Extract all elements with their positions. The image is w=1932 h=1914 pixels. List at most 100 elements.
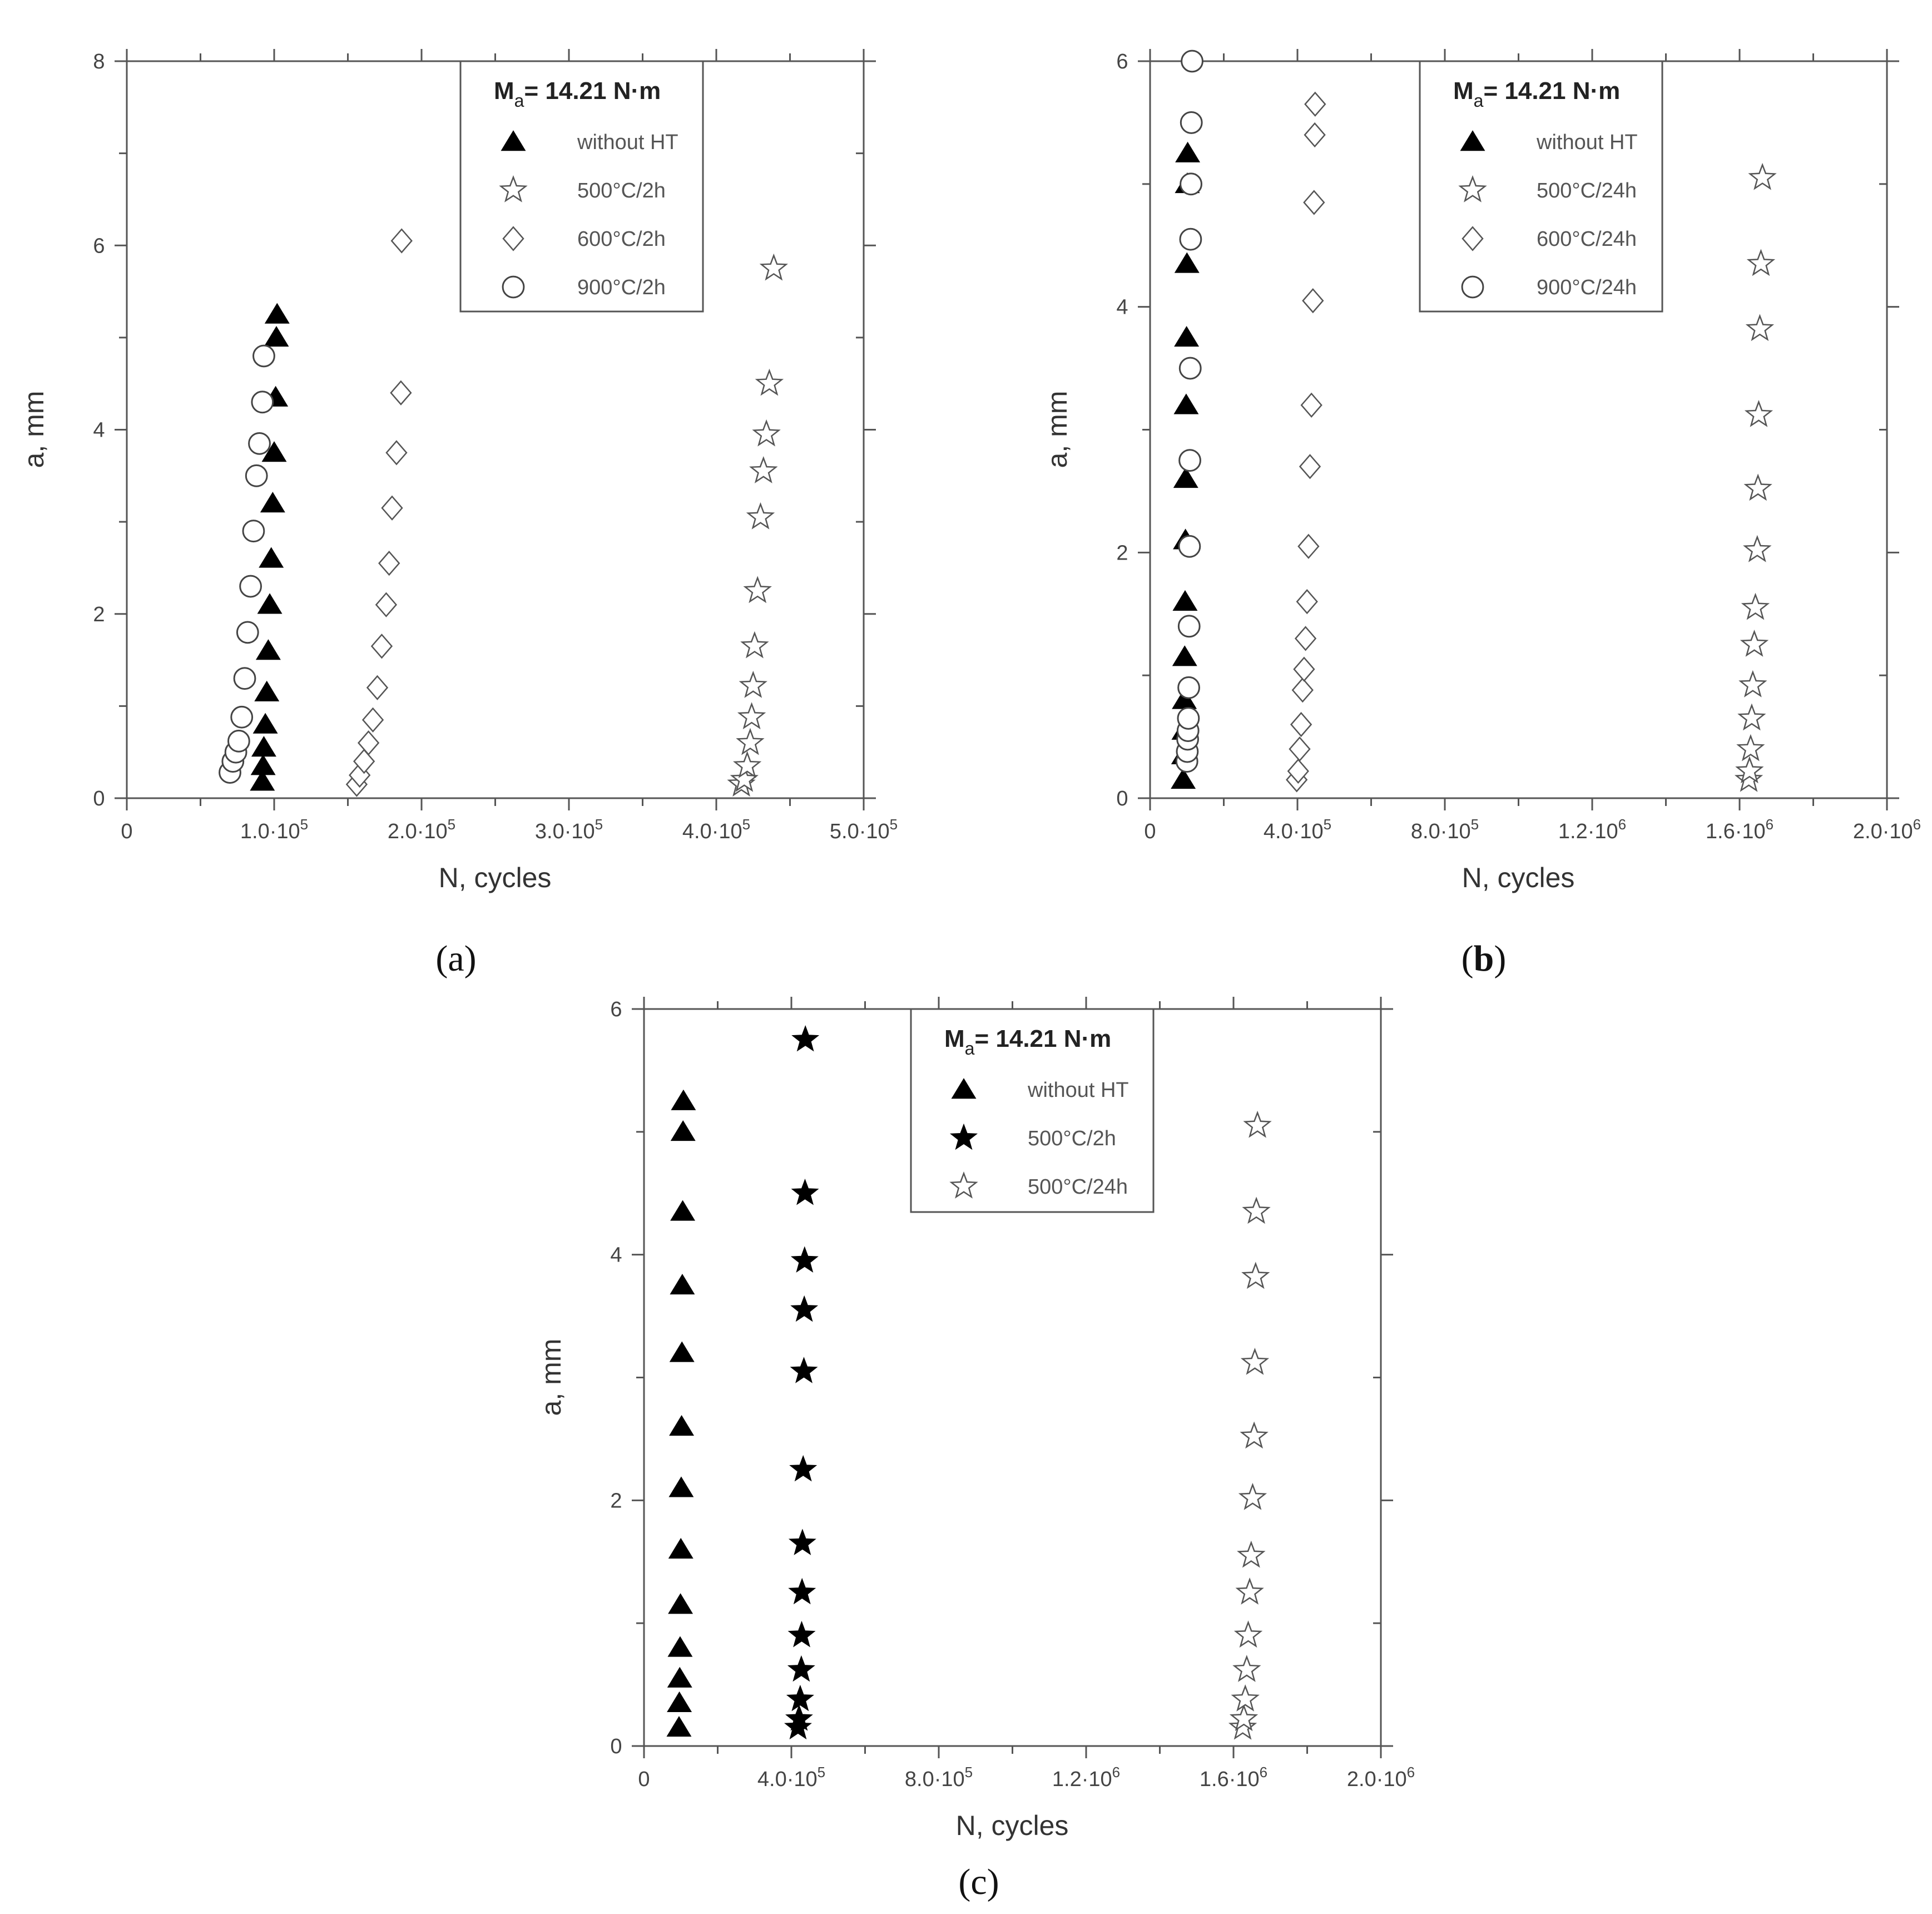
- data-point: [670, 1274, 695, 1295]
- legend-marker: [949, 1123, 978, 1150]
- data-point: [668, 1593, 693, 1614]
- x-tick-label-exponent: 6: [1407, 1764, 1415, 1781]
- x-tick-label: 1.2·106: [1052, 1764, 1120, 1791]
- y-tick-label: 6: [93, 234, 105, 258]
- data-point: [381, 495, 403, 521]
- legend-marker: [949, 1171, 978, 1199]
- x-tick-label-exponent: 6: [1618, 816, 1626, 833]
- data-point: [251, 390, 274, 414]
- y-tick-label: 0: [610, 1735, 622, 1758]
- data-point: [252, 344, 275, 368]
- data-point: [668, 1537, 693, 1559]
- data-point: [1177, 615, 1201, 638]
- data-point: [1229, 1704, 1259, 1732]
- data-marks: [1171, 50, 1777, 793]
- x-tick-label-exponent: 6: [1766, 816, 1774, 833]
- data-point: [1243, 1110, 1272, 1138]
- data-point: [1296, 589, 1318, 615]
- legend-items: Ma= 14.21 N·m without HT 500°C/24h 600°C/24…: [1453, 77, 1638, 299]
- legend-label: 500°C/2h: [577, 179, 666, 202]
- data-point: [1173, 393, 1199, 414]
- data-point: [669, 1415, 695, 1436]
- legend-label: 900°C/24h: [1537, 276, 1637, 299]
- data-point: [790, 1295, 819, 1322]
- data-point: [1744, 400, 1774, 427]
- x-tick-label-base: 5.0·10: [830, 820, 890, 843]
- data-point: [788, 1577, 816, 1605]
- x-tick-label-exponent: 5: [595, 816, 603, 833]
- data-point: [1180, 111, 1203, 134]
- data-point: [1235, 1577, 1264, 1605]
- data-point: [787, 1655, 815, 1682]
- y-tick-label: 6: [610, 998, 622, 1021]
- legend: Ma= 14.21 N·m without HT 500°C/2h 500°C/24h: [910, 1008, 1155, 1213]
- x-tick-label: 8.0·105: [905, 1764, 973, 1791]
- y-tick-label: 0: [1116, 787, 1128, 810]
- caption-a: (a): [435, 938, 476, 979]
- data-point: [390, 228, 413, 254]
- x-tick-label: 4.0·105: [682, 816, 750, 843]
- data-point: [1232, 1655, 1261, 1682]
- y-tick-label: 0: [93, 787, 105, 810]
- legend-title-symbol: M: [944, 1025, 965, 1052]
- data-point: [784, 1713, 812, 1740]
- data-point: [1175, 141, 1201, 162]
- data-point: [1181, 50, 1203, 73]
- data-point: [361, 707, 384, 733]
- x-tick-label-base: 8.0·10: [1411, 820, 1471, 843]
- legend-label: 500°C/24h: [1028, 1175, 1128, 1199]
- x-tick-label: 8.0·105: [1411, 816, 1479, 843]
- data-point: [1233, 1620, 1263, 1648]
- data-point: [1743, 473, 1772, 501]
- x-tick-label-base: 0: [1144, 820, 1156, 843]
- y-tick-label: 4: [610, 1244, 622, 1267]
- caption-c: (c): [958, 1862, 999, 1902]
- x-tick-label: 2.0·106: [1347, 1764, 1415, 1791]
- data-point: [1743, 535, 1772, 562]
- legend-marker: [951, 1078, 977, 1099]
- legend-title: Ma= 14.21 N·m: [494, 77, 661, 111]
- x-tick-label-base: 2.0·10: [1347, 1768, 1407, 1791]
- legend-box: [910, 1008, 1155, 1213]
- data-point: [670, 1120, 696, 1141]
- data-point: [749, 456, 778, 483]
- data-point: [353, 749, 375, 774]
- data-point: [759, 253, 788, 281]
- data-point: [1303, 190, 1325, 215]
- x-axis-title: N, cycles: [956, 1810, 1069, 1841]
- legend-title: Ma= 14.21 N·m: [944, 1025, 1111, 1059]
- data-point: [1171, 768, 1196, 789]
- chart-panel-c: 0 4.0·105 8.0·105 1.2·106 1.6·106 2.0·1060246…: [536, 997, 1415, 1902]
- x-tick-label: 1.2·106: [1558, 816, 1626, 843]
- legend-label: without HT: [577, 131, 678, 154]
- legend: Ma= 14.21 N·m without HT 500°C/24h 600°C/24…: [1419, 60, 1663, 313]
- legend-marker: [1458, 175, 1487, 202]
- data-point: [1231, 1684, 1260, 1712]
- data-point: [250, 770, 275, 791]
- data-marks: [666, 1025, 1272, 1740]
- data-point: [245, 464, 268, 487]
- legend-marker: [502, 226, 524, 251]
- y-tick-label: 6: [1116, 50, 1128, 73]
- data-point: [1178, 535, 1201, 558]
- axis-ticks: 0 1.0·105 2.0·105 3.0·105 4.0·105 5.0·1050246…: [93, 49, 898, 843]
- data-point: [669, 1341, 695, 1362]
- x-tick-label-base: 4.0·10: [682, 820, 742, 843]
- x-tick-label-base: 0: [121, 820, 132, 843]
- data-point: [370, 634, 393, 659]
- legend-label: without HT: [1027, 1079, 1129, 1102]
- y-tick-label: 2: [1116, 541, 1128, 565]
- legend-title-symbol: M: [1453, 77, 1474, 105]
- data-point: [378, 551, 400, 576]
- legend-marker: [499, 175, 528, 202]
- x-tick-label-base: 1.2·10: [1558, 820, 1618, 843]
- legend-title-value: = 14.21 N·m: [1483, 77, 1620, 105]
- legend-items: Ma= 14.21 N·m without HT 500°C/2h 500°C/24h: [944, 1025, 1129, 1199]
- data-point: [236, 621, 259, 644]
- legend-items: Ma= 14.21 N·m without HT 500°C/2h 600°C/2h 9…: [494, 77, 678, 299]
- data-point: [1238, 1482, 1267, 1510]
- data-point: [746, 502, 775, 530]
- data-point: [1241, 1262, 1270, 1289]
- x-tick-label-exponent: 5: [448, 816, 455, 833]
- data-point: [1174, 252, 1200, 273]
